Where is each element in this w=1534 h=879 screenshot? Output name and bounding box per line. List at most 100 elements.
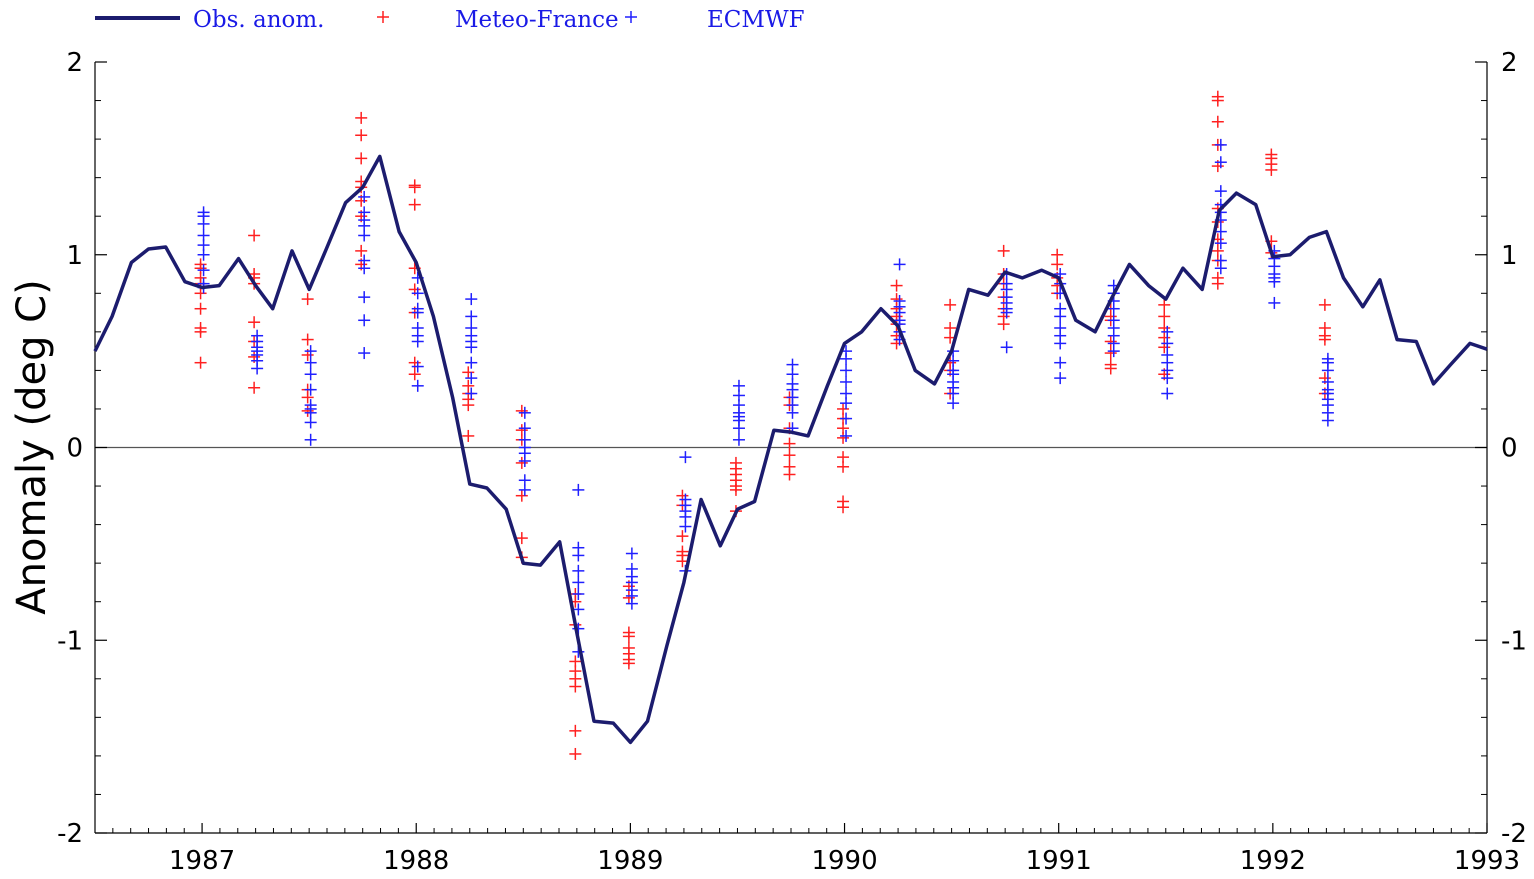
ecmwf-marker <box>197 229 210 242</box>
ecmwf-marker <box>1054 302 1067 315</box>
meteo-france-marker <box>890 293 903 306</box>
ecmwf-marker <box>411 302 424 315</box>
ecmwf-marker <box>358 347 371 360</box>
meteo-france-marker <box>194 302 207 315</box>
y-tick-label-left: 0 <box>66 434 83 464</box>
meteo-france-marker <box>622 591 635 604</box>
ecmwf-marker <box>840 429 853 442</box>
ecmwf-marker <box>465 387 478 400</box>
ecmwf-marker <box>1161 325 1174 338</box>
ticks-layer <box>94 61 1488 834</box>
ecmwf-marker <box>840 364 853 377</box>
ecmwf-marker <box>625 562 638 575</box>
x-tick-label: 1990 <box>811 846 877 876</box>
meteo-france-marker <box>301 293 314 306</box>
meteo-france-marker <box>1211 271 1224 284</box>
meteo-france-marker <box>515 489 528 502</box>
y-tick-label-left: 2 <box>66 48 83 78</box>
ecmwf-marker <box>840 387 853 400</box>
legend-obs-label: Obs. anom. <box>193 7 325 33</box>
ecmwf-marker <box>572 541 585 554</box>
ecmwf-marker <box>1054 321 1067 334</box>
meteo-france-marker <box>355 111 368 124</box>
y-tick-label-right: -1 <box>1501 626 1527 656</box>
ecmwf-marker <box>518 433 531 446</box>
meteo-france-marker <box>1104 358 1117 371</box>
meteo-france-marker <box>301 404 314 417</box>
ecmwf-marker <box>732 379 745 392</box>
ecmwf-marker <box>1321 375 1334 388</box>
meteo-france-marker <box>355 152 368 165</box>
ecmwf-marker <box>197 206 210 219</box>
meteo-france-marker <box>622 626 635 639</box>
line-layer <box>93 154 1488 745</box>
ecmwf-marker <box>732 433 745 446</box>
meteo-france-marker <box>1104 347 1117 360</box>
ecmwf-marker <box>304 399 317 412</box>
ecmwf-marker <box>893 295 906 308</box>
meteo-france-marker <box>462 379 475 392</box>
ecmwf-marker <box>251 329 264 342</box>
meteo-france-marker <box>248 229 261 242</box>
meteo-france-marker <box>622 641 635 654</box>
ecmwf-marker <box>465 310 478 323</box>
ecmwf-marker <box>572 587 585 600</box>
legend: Obs. anom. Meteo-France ECMWF <box>95 7 805 33</box>
ecmwf-marker <box>1161 337 1174 350</box>
ecmwf-marker <box>304 345 317 358</box>
meteo-france-marker <box>837 451 850 464</box>
meteo-france-marker <box>408 179 421 192</box>
meteo-france-marker <box>1104 335 1117 348</box>
meteo-france-marker <box>676 530 689 543</box>
meteo-france-marker <box>462 429 475 442</box>
x-tick-label: 1992 <box>1240 846 1306 876</box>
meteo-france-marker <box>676 545 689 558</box>
meteo-france-marker <box>194 321 207 334</box>
y-tick-label-right: 2 <box>1501 48 1518 78</box>
x-tick-label: 1991 <box>1026 846 1092 876</box>
ecmwf-marker <box>518 422 531 435</box>
tick-labels-layer: 2 1 0 -1 -2 2 1 0 -1 -2 1987 1988 1989 1990 1991 1992 19… <box>57 48 1527 876</box>
meteo-france-marker <box>1158 298 1171 311</box>
ecmwf-marker <box>1054 356 1067 369</box>
ecmwf-marker <box>465 293 478 306</box>
meteo-france-marker <box>729 456 742 469</box>
y-tick-label-right: 1 <box>1501 241 1518 271</box>
meteo-france-marker <box>944 321 957 334</box>
ecmwf-marker <box>304 383 317 396</box>
ecmwf-marker <box>572 603 585 616</box>
meteo-france-marker <box>1318 321 1331 334</box>
ecmwf-marker <box>679 451 692 464</box>
ecmwf-marker <box>679 493 692 506</box>
ecmwf-marker <box>358 254 371 267</box>
meteo-france-marker <box>408 198 421 211</box>
ecmwf-marker <box>1161 387 1174 400</box>
x-tick-label: 1987 <box>169 846 235 876</box>
ecmwf-marker <box>304 433 317 446</box>
meteo-france-marker <box>783 460 796 473</box>
ecmwf-marker <box>465 321 478 334</box>
ecmwf-marker <box>1214 156 1227 169</box>
ecmwf-marker <box>304 356 317 369</box>
ecmwf-marker <box>572 564 585 577</box>
meteo-france-marker <box>1211 90 1224 103</box>
ecmwf-marker <box>304 368 317 381</box>
ecmwf-marker <box>1214 225 1227 238</box>
legend-ecmwf-label: ECMWF <box>707 7 805 33</box>
y-tick-label-left: -2 <box>57 819 83 849</box>
meteo-france-marker <box>1318 298 1331 311</box>
meteo-france-marker <box>997 244 1010 257</box>
meteo-france-marker <box>837 402 850 415</box>
obs-anomaly-line <box>93 154 1488 745</box>
ecmwf-marker <box>1214 254 1227 267</box>
meteo-france-marker <box>515 456 528 469</box>
meteo-france-marker <box>408 368 421 381</box>
y-tick-label-left: -1 <box>57 626 83 656</box>
ecmwf-marker <box>1214 237 1227 250</box>
legend-ecmwf-marker <box>625 11 637 23</box>
ecmwf-marker <box>358 314 371 327</box>
meteo-france-marker <box>1051 248 1064 261</box>
ecmwf-marker <box>1054 372 1067 385</box>
ecmwf-marker <box>197 264 210 277</box>
